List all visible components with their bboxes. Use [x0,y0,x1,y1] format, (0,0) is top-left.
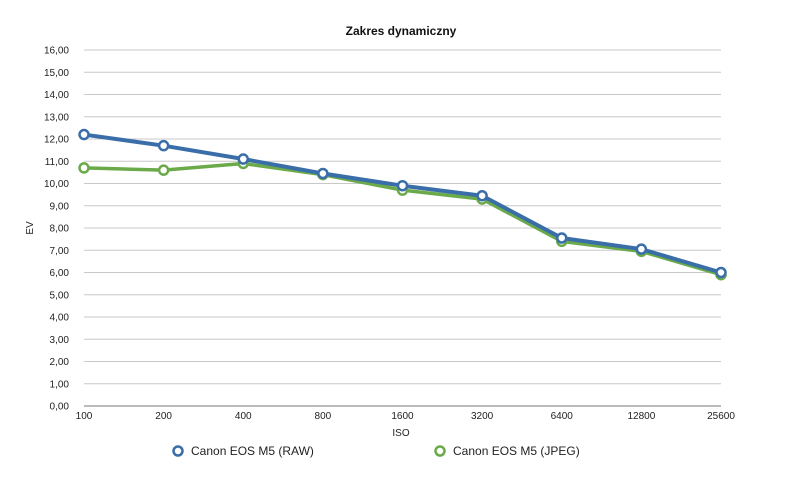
legend-label: Canon EOS M5 (RAW) [191,444,314,458]
y-tick-label: 10,00 [44,179,69,190]
data-point [476,189,488,202]
y-tick-label: 5,00 [50,290,70,301]
y-tick-label: 3,00 [50,335,70,346]
y-tick-label: 11,00 [45,157,70,168]
legend-label: Canon EOS M5 (JPEG) [453,444,580,458]
data-point [157,139,170,152]
legend: Canon EOS M5 (RAW) Canon EOS M5 (JPEG) [172,444,580,458]
y-tick-label: 15,00 [44,68,69,79]
legend-item: Canon EOS M5 (RAW) [172,444,314,458]
data-point [78,128,90,141]
y-tick-label: 9,00 [50,201,70,212]
gridlines [84,49,721,407]
x-tick-label: 800 [315,411,332,422]
legend-marker [172,445,184,457]
series-0 [78,128,727,279]
x-axis-ticks: 100 200 400 800 1600 3200 6400 12800 25600 [76,411,736,422]
data-point [635,243,648,255]
data-point [396,179,409,192]
chart-title: Zakres dynamiczny [346,24,457,38]
data-point [157,164,170,176]
y-tick-label: 8,00 [50,224,70,235]
series-layer [78,128,727,281]
x-tick-label: 1600 [391,411,414,422]
x-tick-label: 100 [76,411,93,422]
y-tick-label: 16,00 [44,46,69,57]
data-point [237,153,249,165]
x-tick-label: 3200 [471,411,494,422]
y-tick-label: 4,00 [50,313,70,324]
legend-item: Canon EOS M5 (JPEG) [434,444,580,458]
x-tick-label: 25600 [707,411,735,422]
y-tick-label: 2,00 [50,357,70,368]
y-tick-label: 13,00 [44,112,69,123]
y-axis-ticks: 0,00 1,00 2,00 3,00 4,00 5,00 6,00 7,00 8,00 9,00… [44,46,69,413]
data-point [715,266,727,279]
x-tick-label: 400 [235,411,252,422]
y-tick-label: 1,00 [50,379,70,390]
y-axis-label: EV [25,221,36,235]
x-tick-label: 200 [155,411,172,422]
x-tick-label: 12800 [627,411,655,422]
y-tick-label: 7,00 [50,246,70,257]
y-tick-label: 0,00 [50,402,70,413]
data-point [317,167,329,180]
x-tick-label: 6400 [551,411,574,422]
y-tick-label: 12,00 [44,135,69,146]
series-line [83,132,722,275]
y-tick-label: 6,00 [50,268,70,279]
series-1 [78,157,727,281]
x-axis-label: ISO [392,428,409,439]
data-point [556,232,568,244]
legend-marker [434,445,446,457]
y-tick-label: 14,00 [44,90,69,101]
data-point [78,162,90,174]
